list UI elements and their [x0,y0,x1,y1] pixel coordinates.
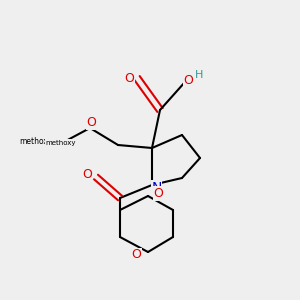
Text: O: O [131,248,141,262]
Text: O: O [87,116,96,129]
Text: H: H [195,70,204,80]
Text: O: O [124,71,134,85]
Text: O: O [82,167,92,181]
Text: O: O [184,74,194,87]
Text: methoxy: methoxy [20,137,53,146]
Text: N: N [151,181,162,195]
Text: O: O [154,187,164,200]
Text: methoxy: methoxy [45,140,76,146]
